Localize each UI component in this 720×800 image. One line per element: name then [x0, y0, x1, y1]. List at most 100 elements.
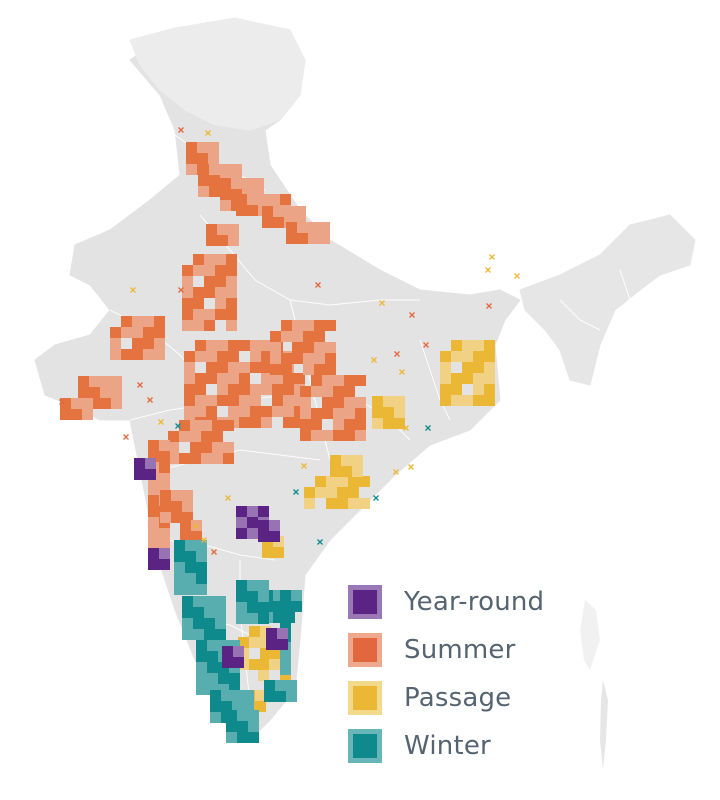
- sighting-marker: [123, 434, 129, 440]
- range-cell: [280, 620, 291, 631]
- range-cell: [253, 178, 264, 189]
- range-cell: [71, 398, 82, 409]
- legend-item-summer: Summer: [348, 626, 608, 674]
- range-cell: [238, 637, 249, 648]
- range-cell: [273, 547, 284, 558]
- range-cell: [182, 512, 193, 523]
- sighting-marker: [393, 469, 399, 475]
- range-cell: [159, 451, 170, 462]
- range-cell: [233, 657, 244, 668]
- range-cell: [308, 222, 319, 233]
- range-cell: [174, 551, 185, 562]
- range-cell: [303, 320, 314, 331]
- range-cell: [473, 384, 484, 395]
- legend-swatch-winter: [348, 729, 382, 763]
- range-cell: [206, 235, 217, 246]
- range-cell: [212, 420, 223, 431]
- range-cell: [185, 540, 196, 551]
- range-cell: [111, 398, 122, 409]
- range-cell: [204, 629, 215, 640]
- range-cell: [89, 376, 100, 387]
- sighting-marker: [293, 489, 299, 495]
- range-cell: [222, 646, 233, 657]
- range-cell: [300, 408, 311, 419]
- range-cell: [283, 395, 294, 406]
- range-cell: [134, 469, 145, 480]
- range-cell: [281, 320, 292, 331]
- range-cell: [190, 431, 201, 442]
- range-cell: [247, 591, 258, 602]
- range-cell: [261, 351, 272, 362]
- sighting-marker: [211, 549, 217, 555]
- range-cell: [207, 673, 218, 684]
- range-cell: [182, 596, 193, 607]
- range-cell: [159, 528, 170, 539]
- range-cell: [484, 340, 495, 351]
- range-cell: [121, 349, 132, 360]
- range-cell: [89, 387, 100, 398]
- range-cell: [383, 396, 394, 407]
- range-cell: [462, 351, 473, 362]
- range-cell: [266, 639, 277, 650]
- legend-swatch-summer: [348, 633, 382, 667]
- range-cell: [239, 406, 250, 417]
- range-cell: [277, 639, 288, 650]
- range-cell: [111, 387, 122, 398]
- sighting-marker: [59, 399, 65, 405]
- sighting-marker: [379, 300, 385, 306]
- range-cell: [179, 453, 190, 464]
- range-cell: [226, 298, 237, 309]
- range-cell: [239, 417, 250, 428]
- range-cell: [197, 153, 208, 164]
- range-cell: [277, 628, 288, 639]
- range-cell: [237, 732, 248, 743]
- range-cell: [303, 331, 314, 342]
- range-cell: [281, 353, 292, 364]
- range-cell: [190, 453, 201, 464]
- range-cell: [237, 710, 248, 721]
- range-cell: [168, 431, 179, 442]
- range-cell: [291, 590, 302, 601]
- range-cell: [159, 462, 170, 473]
- range-cell: [484, 351, 495, 362]
- range-cell: [226, 265, 237, 276]
- sighting-marker: [205, 130, 211, 136]
- range-cell: [184, 373, 195, 384]
- range-cell: [280, 670, 291, 681]
- range-cell: [249, 659, 260, 670]
- range-cell: [196, 684, 207, 695]
- range-cell: [232, 690, 243, 701]
- range-cell: [217, 340, 228, 351]
- legend-item-year-round: Year-round: [348, 578, 608, 626]
- range-cell: [261, 362, 272, 373]
- range-cell: [266, 628, 277, 639]
- sighting-marker: [225, 495, 231, 501]
- range-cell: [270, 364, 281, 375]
- range-cell: [355, 419, 366, 430]
- range-cell: [325, 364, 336, 375]
- range-cell: [359, 498, 370, 509]
- range-cell: [184, 362, 195, 373]
- range-cell: [207, 640, 218, 651]
- range-cell: [258, 659, 269, 670]
- range-cell: [283, 373, 294, 384]
- range-cell: [236, 580, 247, 591]
- range-cell: [236, 194, 247, 205]
- range-cell: [280, 664, 291, 675]
- range-cell: [283, 406, 294, 417]
- range-cell: [184, 384, 195, 395]
- range-cell: [182, 618, 193, 629]
- sighting-marker: [315, 282, 321, 288]
- range-cell: [196, 573, 207, 584]
- range-cell: [292, 353, 303, 364]
- range-cell: [383, 418, 394, 429]
- range-cell: [325, 320, 336, 331]
- range-cell: [247, 517, 258, 528]
- range-cell: [237, 721, 248, 732]
- range-cell: [348, 476, 359, 487]
- range-cell: [484, 362, 495, 373]
- range-cell: [228, 406, 239, 417]
- range-cell: [319, 233, 330, 244]
- range-cell: [275, 691, 286, 702]
